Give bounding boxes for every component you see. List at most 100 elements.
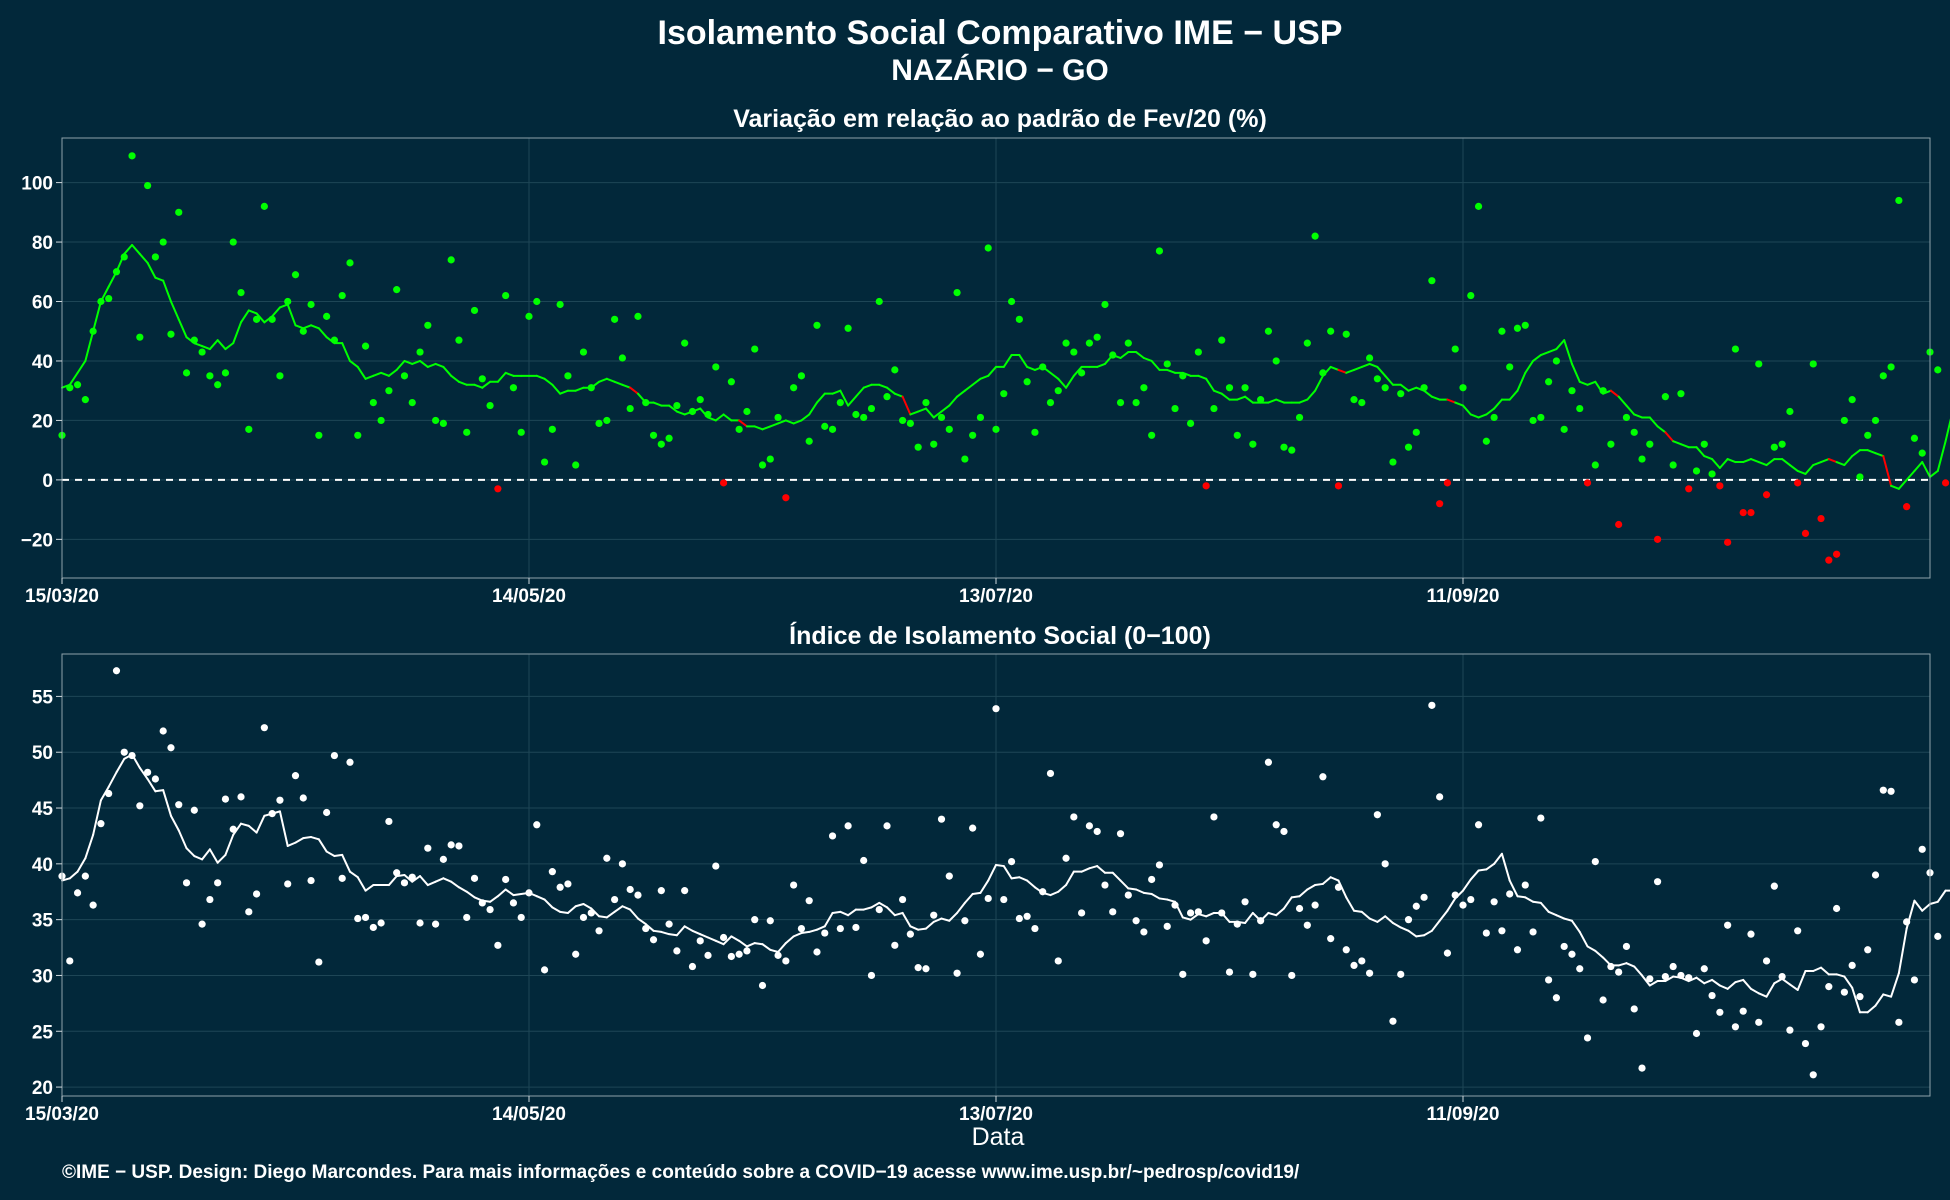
variation-ma-segment-100 <box>839 389 850 407</box>
variation-ma-segment-128 <box>1057 377 1068 389</box>
index-ma-segment-76 <box>652 929 663 933</box>
main-title-line2: NAZÁRIO − GO <box>891 53 1109 87</box>
variation-ma-segment-64 <box>559 389 569 395</box>
variation-point-152 <box>1241 384 1249 392</box>
index-point-45 <box>408 873 416 881</box>
index-point-116 <box>961 917 969 925</box>
variation-ma-segment-172 <box>1399 383 1410 392</box>
variation-ma-segment-169 <box>1376 365 1387 377</box>
variation-ma-segment-36 <box>341 342 351 362</box>
index-ma-segment-215 <box>1734 978 1745 984</box>
chart-index-y-ticks: 20 25 30 35 40 45 50 55 <box>32 687 62 1099</box>
index-point-121 <box>1000 895 1008 904</box>
index-ma-segment-103 <box>862 906 873 911</box>
variation-point-159 <box>1295 413 1304 422</box>
index-point-237 <box>1903 918 1911 926</box>
index-point-5 <box>97 820 105 828</box>
variation-point-45 <box>408 398 416 407</box>
index-ma-segment-91 <box>769 948 780 954</box>
index-point-133 <box>1093 827 1101 836</box>
index-ma-segment-92 <box>777 942 787 954</box>
index-ma-segment-23 <box>240 822 250 827</box>
variation-ma-segment-224 <box>1804 464 1815 475</box>
index-point-90 <box>758 981 767 990</box>
variation-ma-segment-192 <box>1555 339 1566 351</box>
variation-ma-segment-216 <box>1742 458 1752 464</box>
variation-ma-segment-117 <box>971 377 982 386</box>
variation-ma-segment-116 <box>963 383 974 392</box>
variation-point-188 <box>1521 321 1529 329</box>
variation-ma-segment-63 <box>551 383 562 395</box>
variation-point-222 <box>1786 407 1794 416</box>
index-ma-segment-203 <box>1641 974 1651 987</box>
chart-index-title: Índice de Isolamento Social (0−100) <box>789 621 1211 650</box>
variation-point-201 <box>1622 413 1631 422</box>
variation-point-176 <box>1428 277 1436 285</box>
variation-point-1 <box>66 384 74 392</box>
index-ma-segment-170 <box>1384 915 1394 924</box>
variation-ma-segment-115 <box>956 389 966 398</box>
index-ma-segment-38 <box>356 876 367 892</box>
index-point-41 <box>377 919 385 927</box>
index-point-204 <box>1646 975 1654 983</box>
index-point-145 <box>1186 909 1195 917</box>
variation-point-87 <box>735 425 743 433</box>
variation-point-162 <box>1319 369 1327 377</box>
index-point-3 <box>81 872 89 880</box>
index-point-18 <box>198 920 206 928</box>
variation-ma-segment-139 <box>1142 357 1153 362</box>
variation-ma-segment-44 <box>403 359 414 365</box>
index-point-58 <box>509 899 518 907</box>
variation-point-101 <box>844 324 852 332</box>
index-ma-segment-234 <box>1882 993 1893 998</box>
x-tick-label-1: 14/05/20 <box>492 1104 566 1125</box>
index-ma-segment-79 <box>675 925 686 937</box>
variation-point-237 <box>1903 503 1911 511</box>
index-point-238 <box>1910 976 1919 984</box>
index-ma-segment-163 <box>1329 876 1340 882</box>
variation-ma-segment-45 <box>411 359 422 365</box>
index-point-220 <box>1770 882 1778 890</box>
variation-ma-segment-187 <box>1516 371 1527 392</box>
variation-point-218 <box>1755 360 1763 368</box>
variation-ma-segment-202 <box>1633 413 1644 419</box>
variation-ma-segment-105 <box>878 383 889 389</box>
variation-point-33 <box>315 431 323 439</box>
index-ma-segment-81 <box>691 929 702 936</box>
index-ma-segment-106 <box>886 906 896 917</box>
y-tick-label-6: 50 <box>32 743 53 764</box>
index-point-30 <box>291 772 300 780</box>
variation-point-165 <box>1342 330 1350 338</box>
index-point-158 <box>1288 971 1296 980</box>
index-point-80 <box>681 887 689 895</box>
index-ma-segment-48 <box>434 877 445 883</box>
variation-point-202 <box>1630 428 1638 436</box>
index-point-149 <box>1218 909 1226 917</box>
index-point-236 <box>1895 1018 1903 1026</box>
variation-ma-segment-24 <box>247 309 258 315</box>
index-point-142 <box>1163 922 1171 930</box>
variation-point-181 <box>1467 291 1475 300</box>
variation-ma-segment-51 <box>457 380 468 386</box>
index-ma-segment-34 <box>325 850 336 858</box>
variation-point-55 <box>486 401 494 410</box>
variation-ma-segment-186 <box>1508 389 1519 401</box>
variation-point-224 <box>1801 529 1810 538</box>
variation-point-51 <box>455 336 463 344</box>
variation-point-206 <box>1661 393 1669 401</box>
index-point-60 <box>525 889 533 897</box>
variation-point-76 <box>649 431 658 439</box>
variation-point-203 <box>1638 455 1646 463</box>
index-ma-segment-182 <box>1477 868 1488 872</box>
variation-point-81 <box>688 407 697 416</box>
index-ma-segment-111 <box>924 920 935 930</box>
index-point-212 <box>1708 991 1716 1000</box>
variation-ma-segment-23 <box>240 309 250 324</box>
variation-ma-segment-241 <box>1936 440 1947 472</box>
variation-ma-segment-113 <box>940 404 951 413</box>
index-point-81 <box>688 962 697 971</box>
index-ma-segment-140 <box>1150 892 1161 900</box>
variation-point-6 <box>105 294 113 303</box>
index-point-69 <box>595 927 603 935</box>
